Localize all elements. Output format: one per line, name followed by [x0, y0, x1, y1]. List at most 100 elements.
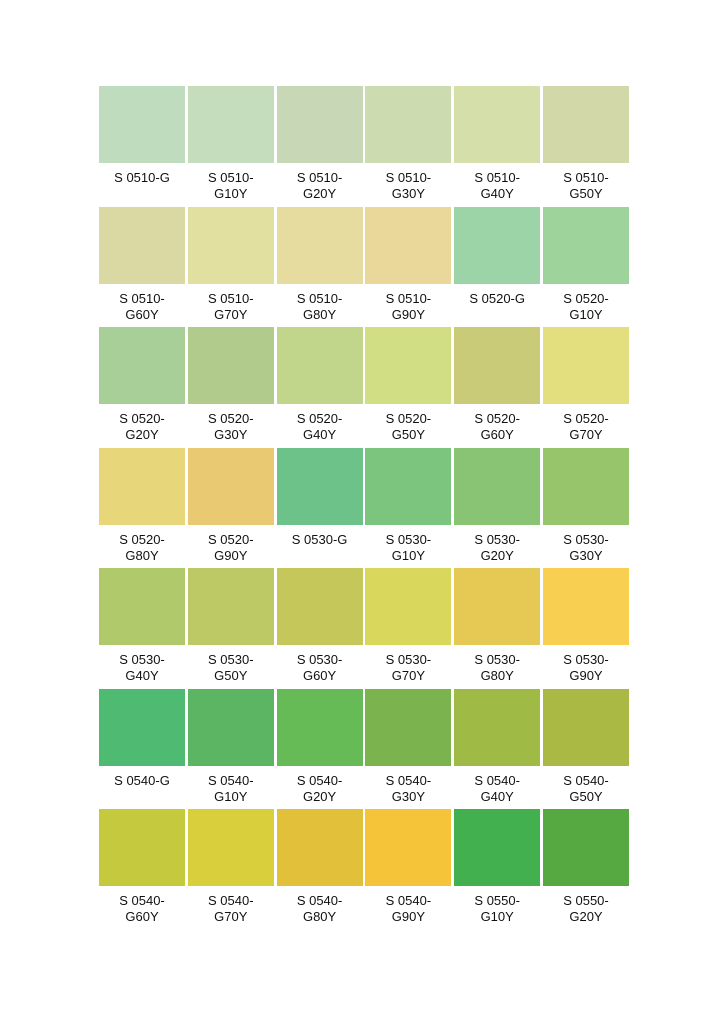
swatch-cell: S 0530-G	[276, 447, 363, 569]
swatch-cell: S 0520- G60Y	[454, 327, 541, 448]
swatch-code-line1: S 0530-	[296, 652, 343, 667]
color-chip	[454, 86, 541, 163]
swatch-label: S 0520- G10Y	[543, 291, 629, 323]
swatch-cell: S 0510- G30Y	[365, 86, 452, 207]
swatch-label: S 0540- G70Y	[188, 893, 274, 925]
swatch-cell: S 0540- G50Y	[542, 688, 629, 810]
color-chip	[99, 447, 185, 525]
swatch-code-line2: G80Y	[302, 909, 337, 924]
color-chip	[542, 809, 629, 886]
swatch-code-line1: S 0540-	[296, 893, 343, 908]
color-chip	[187, 327, 274, 404]
swatch-code-line1: S 0530-	[208, 652, 254, 667]
swatch-label: S 0530- G70Y	[365, 652, 451, 684]
swatch-code-line2: G10Y	[391, 547, 426, 563]
color-chip	[99, 206, 185, 284]
swatch-label: S 0530- G90Y	[543, 652, 629, 684]
swatch-label: S 0510- G90Y	[365, 291, 451, 323]
swatch-code-line2: G10Y	[214, 186, 248, 201]
swatch-cell: S 0510- G90Y	[365, 206, 452, 328]
swatch-grid: S 0510-G S 0510- G10Y S 0510- G20Y S 0510- G30…	[99, 86, 629, 930]
color-chip	[99, 86, 185, 163]
color-chip	[454, 327, 541, 404]
swatch-code-line2: G20Y	[302, 788, 337, 804]
color-chip	[187, 688, 274, 766]
color-chip	[276, 809, 363, 886]
swatch-label: S 0510- G30Y	[365, 170, 451, 202]
swatch-code-line2: G20Y	[125, 427, 159, 442]
swatch-code-line1: S 0540-	[563, 772, 609, 788]
swatch-cell: S 0530- G10Y	[365, 447, 452, 569]
swatch-code-line1: S 0510-	[296, 290, 343, 306]
color-chip	[454, 568, 541, 645]
swatch-label: S 0520- G70Y	[543, 411, 629, 443]
swatch-label: S 0530- G60Y	[277, 652, 363, 684]
swatch-code-line2: G70Y	[214, 909, 248, 924]
swatch-cell: S 0510-G	[99, 86, 185, 207]
swatch-label: S 0540- G80Y	[277, 893, 363, 925]
color-chip	[187, 809, 274, 886]
swatch-label: S 0510- G60Y	[99, 291, 185, 323]
color-chip	[365, 809, 452, 886]
swatch-cell: S 0530- G20Y	[454, 447, 541, 569]
swatch-code-line1: S 0520-	[208, 411, 254, 426]
swatch-code-line2: G60Y	[125, 306, 159, 322]
swatch-code-line2: G40Y	[125, 668, 159, 683]
swatch-code-line1: S 0540-	[385, 772, 432, 788]
swatch-code-line2: G40Y	[480, 788, 514, 804]
swatch-label: S 0510- G70Y	[188, 291, 274, 323]
swatch-code-line2: G80Y	[125, 547, 159, 563]
swatch-label: S 0510-G	[99, 170, 185, 186]
swatch-code-line1: S 0520-	[563, 411, 609, 426]
swatch-label: S 0550- G10Y	[454, 893, 540, 925]
swatch-code-line2: G30Y	[214, 427, 248, 442]
color-chip	[454, 206, 541, 284]
swatch-cell: S 0540-G	[99, 688, 185, 810]
swatch-code-line1: S 0510-	[296, 170, 343, 185]
swatch-code-line1: S 0510-	[208, 170, 254, 185]
color-chip	[454, 688, 541, 766]
color-chip	[365, 568, 452, 645]
color-chip	[542, 327, 629, 404]
swatch-cell: S 0530- G60Y	[276, 568, 363, 689]
swatch-label: S 0520- G90Y	[188, 532, 274, 564]
swatch-cell: S 0510- G10Y	[187, 86, 274, 207]
swatch-code-line1: S 0540-	[385, 893, 432, 908]
swatch-code-line2: G70Y	[214, 306, 248, 322]
swatch-code-line1: S 0510-	[385, 170, 432, 185]
swatch-code-line1: S 0530-	[474, 652, 520, 667]
swatch-code-line1: S 0520-	[563, 290, 609, 306]
swatch-label: S 0550- G20Y	[543, 893, 629, 925]
swatch-cell: S 0540- G10Y	[187, 688, 274, 810]
swatch-cell: S 0530- G70Y	[365, 568, 452, 689]
color-chip	[99, 688, 185, 766]
color-chip	[276, 327, 363, 404]
swatch-cell: S 0510- G60Y	[99, 206, 185, 328]
color-chip	[542, 568, 629, 645]
swatch-cell: S 0520- G70Y	[542, 327, 629, 448]
swatch-code-line1: S 0550-	[474, 893, 520, 908]
swatch-code-line2: G30Y	[391, 186, 426, 201]
swatch-code-line1: S 0530-	[474, 531, 520, 547]
swatch-code-line1: S 0540-	[296, 772, 343, 788]
color-chip	[542, 688, 629, 766]
swatch-code-line1: S 0540-	[208, 893, 254, 908]
swatch-code-line2: G70Y	[391, 668, 426, 683]
swatch-label: S 0530- G40Y	[99, 652, 185, 684]
swatch-cell: S 0540- G90Y	[365, 809, 452, 930]
swatch-label: S 0520-G	[454, 291, 540, 307]
swatch-cell: S 0530- G40Y	[99, 568, 185, 689]
color-chip	[276, 688, 363, 766]
swatch-code-line2: G50Y	[214, 668, 248, 683]
swatch-code-line2: G30Y	[391, 788, 426, 804]
swatch-code-line1: S 0520-G	[469, 290, 526, 306]
swatch-code-line2: G40Y	[480, 186, 514, 201]
color-chip	[365, 327, 452, 404]
swatch-code-line2: G30Y	[569, 547, 603, 563]
swatch-label: S 0540- G20Y	[277, 773, 363, 805]
color-chip	[187, 206, 274, 284]
swatch-code-line1: S 0520-	[208, 531, 254, 547]
swatch-code-line1: S 0540-	[208, 772, 254, 788]
swatch-code-line2: G10Y	[480, 909, 514, 924]
swatch-code-line2: G60Y	[480, 427, 514, 442]
